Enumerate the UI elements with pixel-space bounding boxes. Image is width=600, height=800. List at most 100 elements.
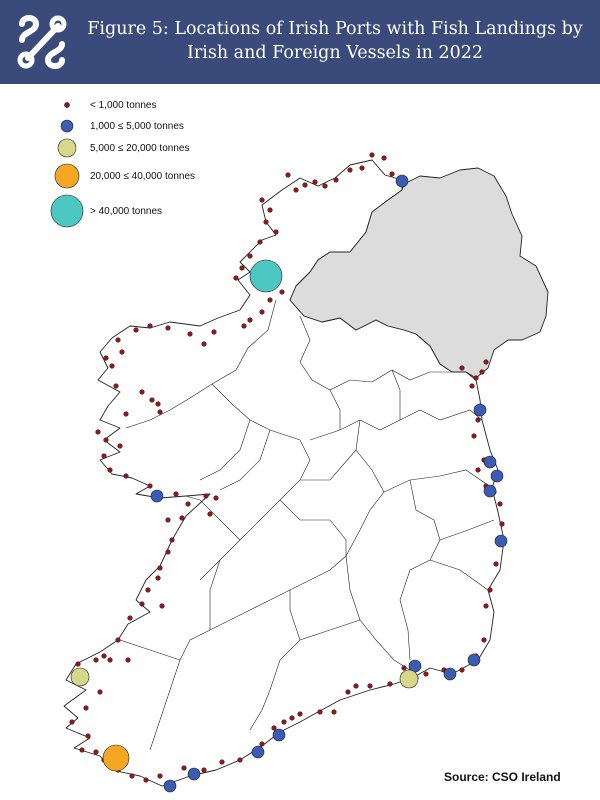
port-marker-small xyxy=(281,719,287,725)
header-bar: Figure 5: Locations of Irish Ports with … xyxy=(0,0,600,84)
legend-label-l: 20,000 ≤ 40,000 tonnes xyxy=(90,171,196,182)
legend-symbol-s xyxy=(60,119,74,133)
map-legend xyxy=(50,102,84,228)
port-marker-small xyxy=(263,219,269,225)
port-marker-small xyxy=(155,401,161,407)
port-marker-small xyxy=(113,383,119,389)
port-marker-small xyxy=(139,601,145,607)
port-marker-small xyxy=(317,709,323,715)
legend-symbol-xs xyxy=(64,102,70,108)
port-marker-m xyxy=(70,667,90,687)
port-marker-small xyxy=(481,637,487,643)
port-marker-small xyxy=(423,671,429,677)
port-marker-small xyxy=(359,165,365,171)
port-marker-small xyxy=(109,363,115,369)
port-marker-small xyxy=(123,411,129,417)
port-marker-small xyxy=(241,323,247,329)
port-marker-small xyxy=(159,603,165,609)
port-marker-small xyxy=(259,741,265,747)
port-marker-small xyxy=(93,749,99,755)
port-marker-small xyxy=(165,549,171,555)
port-marker-small xyxy=(459,667,465,673)
port-marker-small xyxy=(69,719,75,725)
port-marker-small xyxy=(147,323,153,329)
port-marker-small xyxy=(165,517,171,523)
port-marker-small xyxy=(322,183,328,189)
port-marker-small xyxy=(353,683,359,689)
figure-title: Figure 5: Locations of Irish Ports with … xyxy=(80,17,590,65)
port-marker-small xyxy=(149,397,155,403)
port-marker-small xyxy=(211,329,217,335)
port-marker-small xyxy=(125,657,131,663)
port-marker-small xyxy=(165,325,171,331)
port-marker-small xyxy=(133,327,139,333)
port-marker-s xyxy=(483,455,497,469)
port-marker-small xyxy=(101,453,107,459)
port-markers xyxy=(69,152,508,793)
port-marker-small xyxy=(185,501,191,507)
legend-symbol-m xyxy=(57,138,77,158)
port-marker-small xyxy=(107,467,113,473)
port-marker-small xyxy=(147,483,153,489)
port-marker-small xyxy=(345,689,351,695)
port-marker-small xyxy=(471,433,477,439)
port-marker-small xyxy=(187,331,193,337)
port-marker-small xyxy=(233,275,239,281)
port-marker-s xyxy=(490,469,504,483)
northern-ireland-region xyxy=(289,167,549,379)
port-marker-small xyxy=(237,757,243,763)
port-marker-small xyxy=(367,683,373,689)
port-marker-small xyxy=(487,587,493,593)
port-marker-small xyxy=(115,337,121,343)
port-marker-small xyxy=(129,773,135,779)
port-marker-small xyxy=(247,317,253,323)
port-marker-small xyxy=(285,172,291,178)
port-marker-small xyxy=(179,515,185,521)
source-note: Source: CSO Ireland xyxy=(444,770,561,784)
legend-symbol-l xyxy=(54,163,80,189)
legend-labels: < 1,000 tonnes 1,000 ≤ 5,000 tonnes 5,00… xyxy=(0,90,260,240)
legend-label-s: 1,000 ≤ 5,000 tonnes xyxy=(90,121,184,132)
port-marker-small xyxy=(79,747,85,753)
port-marker-small xyxy=(499,521,505,527)
port-marker-s xyxy=(494,534,508,548)
port-marker-small xyxy=(497,501,503,507)
port-marker-small xyxy=(157,565,163,571)
port-marker-small xyxy=(115,637,121,643)
port-marker-small xyxy=(201,341,207,347)
port-marker-s xyxy=(163,779,177,793)
port-marker-small xyxy=(127,615,133,621)
port-marker-small xyxy=(479,369,485,375)
figure-title-line2: Irish and Foreign Vessels in 2022 xyxy=(186,43,484,63)
port-marker-small xyxy=(271,725,277,731)
port-marker-small xyxy=(155,575,161,581)
port-marker-s xyxy=(473,403,487,417)
legend-label-xl: > 40,000 tonnes xyxy=(90,206,163,217)
port-marker-small xyxy=(389,171,395,177)
port-marker-small xyxy=(169,537,175,543)
port-marker-small xyxy=(483,603,489,609)
port-marker-small xyxy=(157,409,163,415)
figure-title-line1: Figure 5: Locations of Irish Ports with … xyxy=(87,19,583,39)
port-marker-small xyxy=(267,297,273,303)
port-marker-small xyxy=(143,777,149,783)
port-marker-small xyxy=(119,349,125,355)
cso-logo xyxy=(17,15,67,69)
port-marker-small xyxy=(173,491,179,497)
port-marker-small xyxy=(139,389,145,395)
port-marker-small xyxy=(257,239,263,245)
port-marker-small xyxy=(369,152,375,158)
port-marker-small xyxy=(347,167,353,173)
port-marker-small xyxy=(247,253,253,259)
port-marker-small xyxy=(101,653,107,659)
port-marker-s xyxy=(150,489,164,503)
port-marker-s xyxy=(467,653,481,667)
port-marker-small xyxy=(259,197,265,203)
port-marker-small xyxy=(381,155,387,161)
port-marker-small xyxy=(201,767,207,773)
port-marker-small xyxy=(103,437,109,443)
port-marker-small xyxy=(203,493,209,499)
port-marker-s xyxy=(443,667,457,681)
port-marker-small xyxy=(289,715,295,721)
port-marker-s xyxy=(187,767,201,781)
